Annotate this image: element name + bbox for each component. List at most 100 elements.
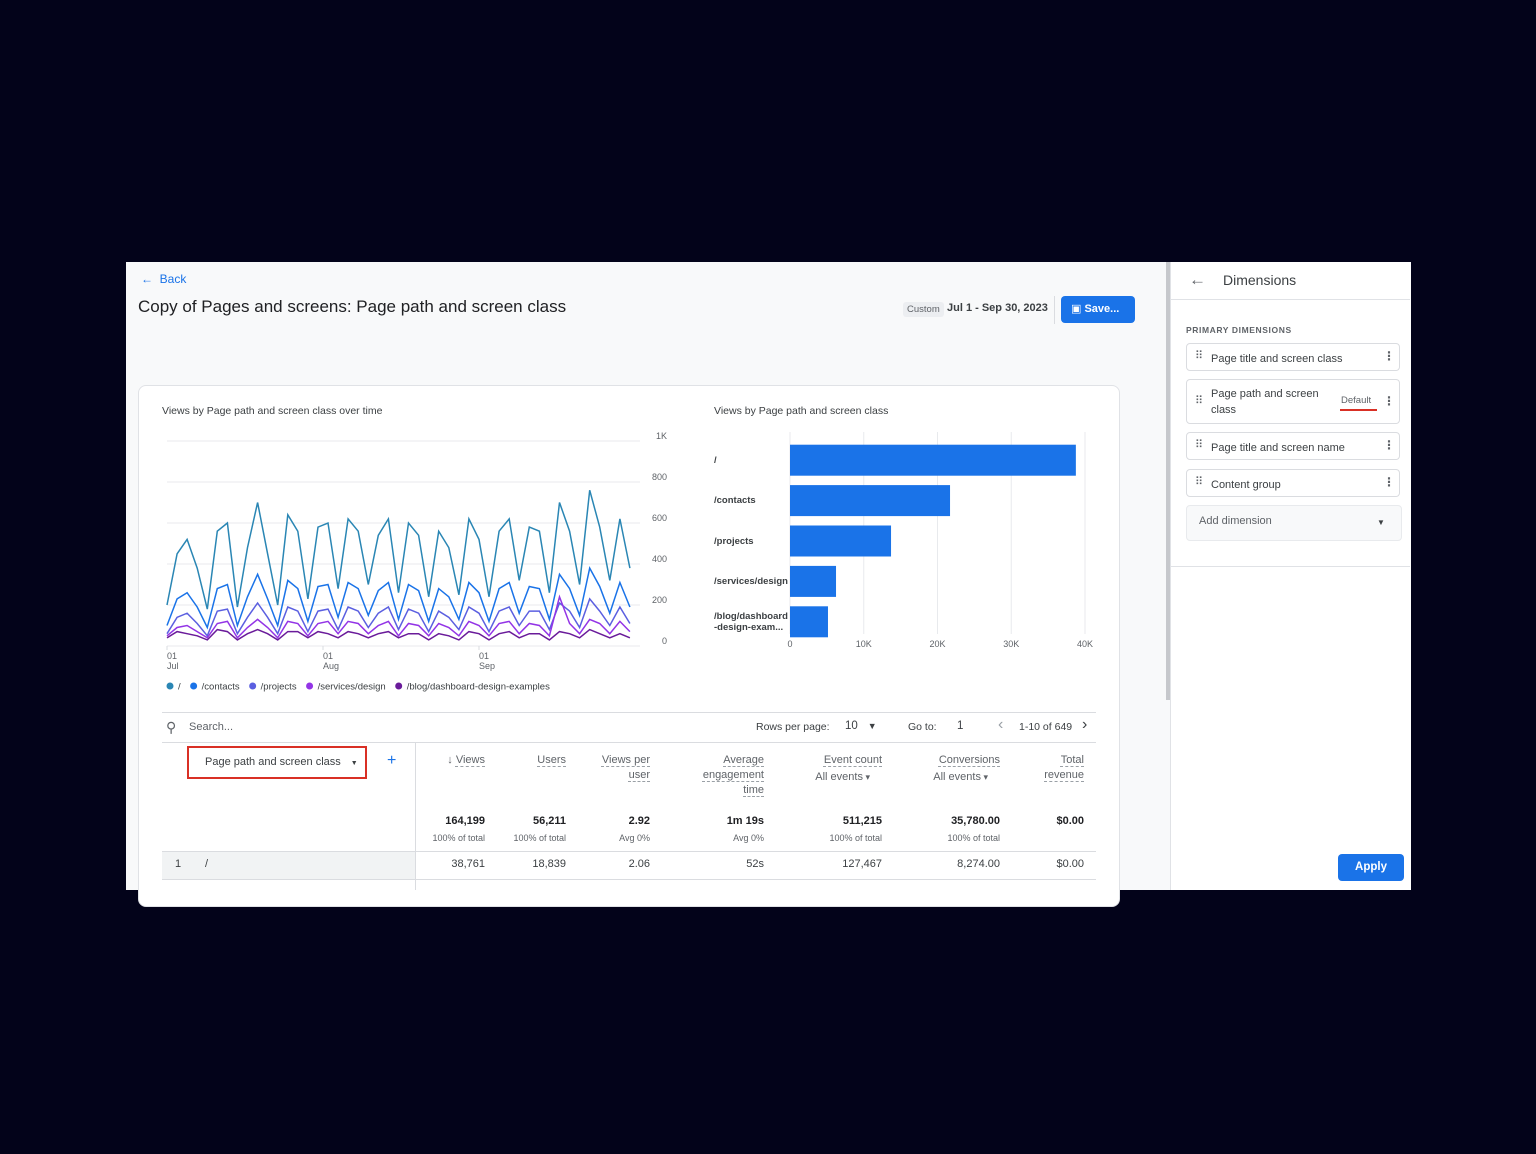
row-index: 1 <box>175 858 182 870</box>
more-menu[interactable]: ⋮ <box>1383 475 1395 489</box>
column-header[interactable]: Views per user <box>600 753 650 783</box>
y-tick-label: 600 <box>652 513 667 523</box>
total-note: Avg 0% <box>619 833 650 843</box>
column-label: Views <box>455 754 485 766</box>
bar <box>790 606 828 638</box>
column-header[interactable]: Users <box>506 753 566 768</box>
scrollbar[interactable] <box>1166 262 1170 700</box>
more-menu[interactable]: ⋮ <box>1383 438 1395 452</box>
subtitle-text: All events <box>933 771 981 783</box>
save-button[interactable]: ▣ Save... <box>1061 296 1135 323</box>
line-chart-title: Views by Page path and screen class over… <box>162 405 383 417</box>
apply-button[interactable]: Apply <box>1338 854 1404 881</box>
legend-swatch <box>190 682 198 690</box>
legend-label: /blog/dashboard-design-examples <box>407 682 550 693</box>
column-header[interactable]: ↓ Views <box>425 753 485 768</box>
divider <box>162 712 1096 713</box>
divider <box>162 742 1096 743</box>
divider <box>1171 299 1410 300</box>
row-highlight <box>162 852 415 879</box>
drag-handle: ⠿ <box>1195 439 1203 451</box>
add-dimension-button[interactable]: + <box>387 752 397 769</box>
x-tick-label: 01 <box>167 651 177 661</box>
column-label: Views per user <box>601 754 650 781</box>
pagination: 1-10 of 649 <box>1019 721 1073 733</box>
column-label: Average engagement time <box>702 754 764 796</box>
series-line <box>166 628 631 641</box>
column-header[interactable]: Total revenue <box>1039 753 1084 783</box>
back-link[interactable]: ← Back <box>141 272 186 286</box>
add-dimension-text: Add dimension <box>1199 515 1272 527</box>
drag-handle: ⠿ <box>1195 394 1203 407</box>
x-tick-month: Jul <box>167 661 179 671</box>
save-text: Save... <box>1084 303 1120 315</box>
column-header[interactable]: Conversions All events ▾ <box>910 753 1000 785</box>
column-label: Total revenue <box>1044 754 1084 781</box>
dimension-name: Page path and screen class <box>205 756 341 768</box>
divider <box>1171 566 1410 567</box>
cell: 8,274.00 <box>957 858 1000 870</box>
sidebar-title: Dimensions <box>1223 272 1297 288</box>
column-header[interactable]: Event count All events ▾ <box>792 753 882 785</box>
divider <box>162 851 1096 852</box>
y-tick-label: 400 <box>652 554 667 564</box>
legend-swatch <box>306 682 314 690</box>
category-label: /projects <box>714 535 754 547</box>
series-line <box>166 490 631 610</box>
more-menu[interactable]: ⋮ <box>1383 349 1395 363</box>
x-tick-label: 01 <box>323 651 333 661</box>
report-title: Copy of Pages and screens: Page path and… <box>138 297 567 316</box>
legend-swatch <box>166 682 174 690</box>
x-tick-label: 10K <box>856 639 872 649</box>
total-value: $0.00 <box>1056 815 1084 827</box>
row-dimension[interactable]: / <box>205 858 209 870</box>
total-value: 511,215 <box>842 815 882 827</box>
dimension-item[interactable] <box>1186 432 1400 460</box>
cell: 38,761 <box>451 858 485 870</box>
drag-handle: ⠿ <box>1195 476 1203 488</box>
search-icon: ⚲ <box>166 719 177 735</box>
column-subtitle[interactable]: All events ▾ <box>910 770 1000 785</box>
search-input[interactable]: Search... <box>189 721 234 733</box>
legend-label: /services/design <box>318 682 386 693</box>
dimension-item[interactable] <box>1186 379 1400 424</box>
column-subtitle[interactable]: All events ▾ <box>792 770 882 785</box>
category-label: /services/design <box>714 575 788 587</box>
more-menu[interactable]: ⋮ <box>1383 393 1395 408</box>
x-tick-label: 0 <box>787 639 792 649</box>
legend-label: / <box>178 682 181 693</box>
total-value: 56,211 <box>532 815 566 827</box>
prev-page[interactable]: ‹ <box>998 716 1004 733</box>
column-header[interactable]: Average engagement time <box>684 753 764 798</box>
x-tick-label: 01 <box>479 651 489 661</box>
total-note: 100% of total <box>947 833 1000 843</box>
next-page[interactable]: › <box>1082 716 1088 733</box>
rows-value: 10 <box>845 720 858 732</box>
column-label: Conversions <box>938 754 1000 766</box>
bar <box>790 444 1076 476</box>
rows-per-page[interactable]: 10 ▼ <box>845 720 877 732</box>
caret: ▾ <box>862 772 870 782</box>
dimension-item[interactable] <box>1186 343 1400 371</box>
add-dimension[interactable]: Add dimension ▼ <box>1186 505 1402 541</box>
dimension-item[interactable] <box>1186 469 1400 497</box>
total-note: 100% of total <box>513 833 566 843</box>
divider <box>162 879 1096 880</box>
bar <box>790 565 837 597</box>
back-arrow: ← <box>141 272 160 286</box>
cell: 127,467 <box>842 858 882 870</box>
go-to-input[interactable]: 1 <box>957 720 964 732</box>
caret: ▼ <box>867 721 877 731</box>
category-label: /contacts <box>714 495 756 507</box>
back-text: Back <box>159 272 187 286</box>
date-range[interactable]: Jul 1 - Sep 30, 2023 <box>947 302 1048 314</box>
cell: 52s <box>746 858 764 870</box>
bar <box>790 485 951 517</box>
x-tick-label: 30K <box>1003 639 1019 649</box>
legend-swatch <box>249 682 257 690</box>
dimension-selector[interactable]: Page path and screen class ▼ <box>187 746 367 779</box>
x-tick-label: 20K <box>929 639 945 649</box>
sidebar-back[interactable]: ← <box>1189 270 1206 289</box>
